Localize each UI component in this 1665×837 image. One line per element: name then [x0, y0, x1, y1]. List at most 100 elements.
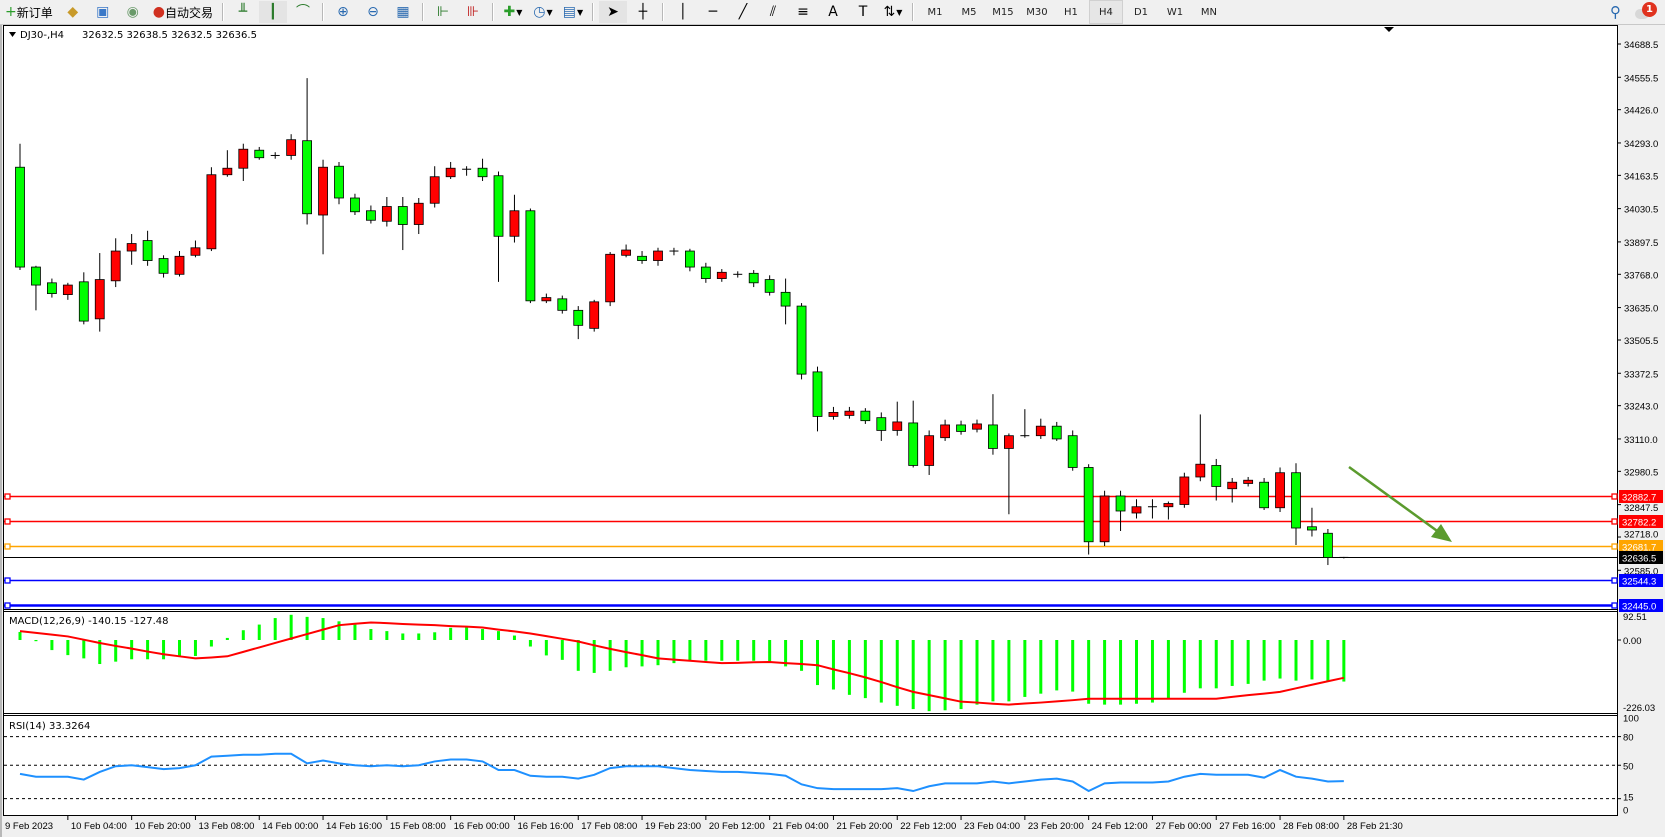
candle	[222, 150, 233, 177]
chart-ohlc: 32632.5 32638.5 32632.5 32636.5	[82, 30, 257, 41]
candle-body	[509, 210, 520, 237]
templates-button[interactable]: ▤ ▼	[559, 1, 587, 23]
text-button[interactable]: A	[819, 1, 847, 23]
candle	[844, 406, 855, 419]
timeframe-m5[interactable]: M5	[961, 6, 977, 18]
search-icon[interactable]: ⚲	[1610, 3, 1621, 21]
macd-histogram-bar	[608, 640, 612, 671]
candle	[318, 159, 328, 255]
zoom-out-button[interactable]: ⊖	[359, 1, 387, 23]
candlestick-button[interactable]: ┃	[258, 1, 287, 23]
candle	[47, 278, 57, 298]
notifications-icon	[1635, 9, 1649, 19]
price-tick-label: 34030.5	[1624, 205, 1658, 216]
level-handle[interactable]	[4, 543, 11, 550]
candle	[334, 161, 344, 205]
candle	[1275, 467, 1285, 512]
level-handle[interactable]	[1611, 577, 1618, 584]
level-handle[interactable]	[1611, 518, 1618, 525]
candle-body	[685, 250, 695, 268]
candle	[1291, 463, 1301, 546]
navigator-icon: ▣	[96, 4, 110, 20]
timeframe-w1[interactable]: W1	[1166, 6, 1184, 18]
text-label-button[interactable]: T	[849, 1, 877, 23]
auto-trading-button[interactable]: ● 自动交易	[152, 4, 213, 20]
time-tick-label: 16 Feb 00:00	[454, 821, 510, 832]
level-handle[interactable]	[4, 518, 11, 525]
market-watch-button[interactable]: ◆	[59, 1, 87, 23]
timeframe-h1[interactable]: H1	[1064, 6, 1078, 18]
timeframe-mn[interactable]: MN	[1200, 6, 1218, 18]
candle	[573, 306, 584, 340]
macd-histogram-bar	[975, 640, 979, 705]
candles	[15, 78, 1349, 566]
level-handle[interactable]	[1611, 493, 1618, 500]
level-handle[interactable]	[4, 577, 11, 584]
vertical-line-button[interactable]: │	[669, 1, 697, 23]
macd-histogram-bar	[688, 640, 692, 661]
bar-chart-button[interactable]: ╨	[229, 1, 257, 23]
price-tag-label: 32782.2	[1622, 518, 1656, 529]
price-tag-label: 32544.3	[1622, 577, 1656, 588]
chart-shift-marker-icon[interactable]	[1384, 27, 1394, 32]
new-order-button[interactable]: + 新订单	[5, 4, 53, 20]
indicators-button[interactable]: ✚ ▼	[499, 1, 527, 23]
level-handle[interactable]	[4, 493, 11, 500]
level-handle[interactable]	[1611, 602, 1618, 609]
macd-histogram-bar	[481, 629, 485, 640]
zoom-in-button[interactable]: ⊕	[329, 1, 357, 23]
fibonacci-icon: ⫽	[769, 4, 777, 20]
candle	[828, 406, 839, 420]
cursor-button[interactable]: ➤	[598, 1, 627, 23]
candle	[493, 171, 504, 282]
navigator-button[interactable]: ▣	[89, 1, 117, 23]
arrows-button[interactable]: ⇅ ▼	[879, 1, 907, 23]
arrow-down-right-icon	[1431, 524, 1452, 542]
timeframe-d1[interactable]: D1	[1133, 6, 1149, 18]
level-handle[interactable]	[4, 602, 11, 609]
candle-body	[876, 417, 887, 431]
candle	[733, 271, 743, 278]
price-tick-label: 32718.0	[1624, 530, 1658, 541]
autoscroll-button[interactable]: ⊪	[459, 1, 487, 23]
rsi-label: RSI(14) 33.3264	[9, 721, 90, 732]
candle	[1083, 464, 1094, 555]
periods-button[interactable]: ◷ ▼	[529, 1, 557, 23]
timeframe-h4[interactable]: H4	[1088, 0, 1123, 24]
chart-menu-triangle-icon[interactable]	[9, 32, 16, 37]
timeframe-m15[interactable]: M15	[992, 6, 1014, 18]
chart-shift-button[interactable]: ⊩	[429, 1, 457, 23]
timeframe-m1[interactable]: M1	[927, 6, 943, 18]
timeframe-m30[interactable]: M30	[1026, 6, 1048, 18]
time-tick-label: 14 Feb 16:00	[326, 821, 382, 832]
trend-arrow[interactable]	[1348, 465, 1452, 542]
macd-histogram-bar	[704, 640, 708, 661]
tile-windows-button[interactable]: ▦	[389, 1, 417, 23]
macd-histogram-bar	[911, 640, 915, 710]
candle-body	[1099, 495, 1110, 543]
fibo-expansion-button[interactable]: ≡	[789, 1, 817, 23]
macd-histogram-bar	[1294, 640, 1298, 681]
candle	[238, 143, 249, 181]
fibonacci-button[interactable]: ⫽	[759, 1, 787, 23]
candle	[653, 247, 663, 266]
candle-body	[1004, 435, 1014, 449]
horizontal-line-button[interactable]: ─	[699, 1, 727, 23]
macd-histogram-bar	[1326, 640, 1330, 682]
signals-button[interactable]: ◉	[119, 1, 147, 23]
candle	[605, 252, 616, 307]
candle	[589, 299, 600, 332]
toolbar-divider	[661, 3, 664, 21]
price-tag-label: 32636.5	[1622, 554, 1656, 565]
toolbar-divider	[221, 3, 224, 21]
notifications-button[interactable]: 1	[1635, 2, 1657, 22]
line-chart-button[interactable]: ⌒	[289, 1, 317, 23]
trendline-button[interactable]: ╱	[729, 1, 757, 23]
macd-histogram-bar	[114, 640, 118, 662]
crosshair-button[interactable]: ┼	[629, 1, 657, 23]
candle	[1339, 556, 1349, 559]
level-handle[interactable]	[1611, 543, 1618, 550]
candle	[381, 196, 392, 227]
zoom-in-icon: ⊕	[337, 4, 349, 20]
